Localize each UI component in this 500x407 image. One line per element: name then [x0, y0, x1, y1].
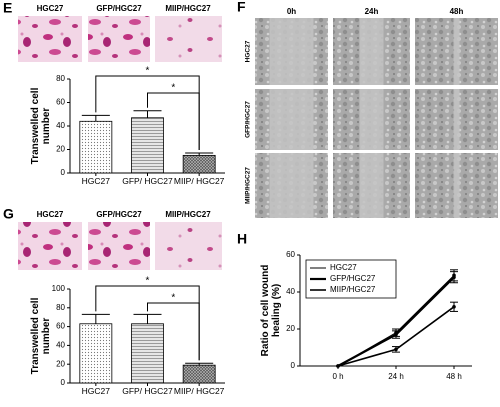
- y-tick-label: 40: [56, 121, 65, 130]
- micrograph: [18, 16, 82, 62]
- row-label: GFP/HGC27: [245, 101, 252, 138]
- x-tick-label: 0 h: [332, 372, 343, 381]
- image-label: HGC27: [37, 4, 64, 13]
- y-tick-label: 0: [291, 361, 296, 370]
- panel-label: H: [237, 231, 247, 247]
- wound-gap: [453, 89, 460, 150]
- y-tick-label: 80: [56, 74, 65, 83]
- significance-mark: *: [146, 66, 150, 77]
- y-tick-label: 0: [61, 378, 66, 387]
- x-tick-label: HGC27: [81, 387, 110, 396]
- y-tick-label: 20: [56, 145, 65, 154]
- y-tick-label: 0: [61, 168, 66, 177]
- y-tick-label: 40: [56, 341, 65, 350]
- y-tick-label: 80: [56, 303, 65, 312]
- y-axis-label: Transwelled cell number: [30, 297, 52, 375]
- x-tick-label-box: MIIP/ HGC27: [173, 387, 225, 396]
- y-axis-label: Transwelled cell number: [30, 87, 52, 165]
- y-axis-label-box: Transwelled cell number: [30, 297, 52, 375]
- y-tick-label: 60: [286, 250, 295, 259]
- x-tick-label-box: MIIP/ HGC27: [173, 177, 225, 186]
- image-label: HGC27: [37, 210, 64, 219]
- micrograph: [88, 222, 150, 270]
- image-label: MIIP/HGC27: [165, 210, 211, 219]
- bar: [182, 154, 216, 174]
- y-axis-label-box: Transwelled cell number: [30, 87, 52, 165]
- y-axis-label-box: Ratio of cell wound healing (%): [260, 264, 282, 357]
- significance-mark: *: [171, 83, 175, 94]
- point: [452, 275, 456, 280]
- micrograph: [155, 16, 222, 62]
- significance-mark: *: [146, 276, 150, 287]
- point: [452, 305, 456, 309]
- x-tick-label: 48 h: [446, 372, 462, 381]
- x-tick-label-box: HGC27: [81, 177, 110, 186]
- x-tick-label: GFP/ HGC27: [122, 177, 173, 186]
- point: [394, 347, 398, 352]
- significance-bracket: [147, 302, 200, 361]
- bar: [131, 323, 164, 384]
- panel-label: E: [3, 0, 12, 16]
- significance-mark: *: [171, 293, 175, 304]
- micrograph: [88, 16, 150, 62]
- x-tick-label-box: HGC27: [81, 387, 110, 396]
- y-tick-label: 100: [52, 284, 66, 293]
- y-tick-label: 20: [286, 324, 295, 333]
- y-tick-label: 20: [56, 359, 65, 368]
- micrograph: [18, 222, 82, 270]
- wound-gap: [269, 89, 314, 150]
- point: [394, 332, 398, 337]
- image-label: GFP/HGC27: [96, 210, 142, 219]
- x-tick-label: MIIP/ HGC27: [173, 177, 225, 186]
- panel-label: G: [3, 206, 14, 222]
- panel-label: F: [237, 0, 246, 15]
- wound-gap: [359, 18, 384, 85]
- point: [336, 364, 340, 368]
- x-tick-label: 24 h: [388, 372, 404, 381]
- wound-gap: [359, 89, 384, 150]
- panel-e-images: [18, 16, 222, 62]
- x-tick-label: MIIP/ HGC27: [173, 387, 225, 396]
- panel-g-images: [18, 222, 222, 270]
- y-tick-label: 60: [56, 98, 65, 107]
- bar: [79, 323, 113, 384]
- y-tick-label: 60: [56, 322, 65, 331]
- y-axis-label: Ratio of cell wound healing (%): [260, 264, 282, 357]
- legend-label: GFP/HGC27: [330, 274, 376, 283]
- y-tick-label: 40: [286, 287, 295, 296]
- wound-gap: [359, 153, 384, 218]
- wound-gap: [269, 18, 314, 85]
- wound-gap: [269, 153, 314, 218]
- legend-label: HGC27: [330, 263, 357, 272]
- micrograph: [155, 222, 222, 270]
- wound-gap: [453, 18, 460, 85]
- bar: [79, 120, 113, 174]
- row-label: MIIP/HGC27: [245, 167, 252, 204]
- column-label: 24h: [365, 7, 379, 16]
- column-label: 48h: [450, 7, 464, 16]
- x-tick-label-box: GFP/ HGC27: [122, 177, 173, 186]
- column-label: 0h: [287, 7, 296, 16]
- x-tick-label-box: GFP/ HGC27: [122, 387, 173, 396]
- significance-bracket: [147, 92, 200, 151]
- image-label: MIIP/HGC27: [165, 4, 211, 13]
- image-label: GFP/HGC27: [96, 4, 142, 13]
- legend-label: MIIP/HGC27: [330, 285, 376, 294]
- panel-f-images: [255, 18, 498, 218]
- x-tick-label: HGC27: [81, 177, 110, 186]
- bar: [182, 364, 216, 384]
- row-label: HGC27: [245, 40, 252, 62]
- bar: [131, 117, 164, 174]
- x-tick-label: GFP/ HGC27: [122, 387, 173, 396]
- wound-gap: [453, 153, 460, 218]
